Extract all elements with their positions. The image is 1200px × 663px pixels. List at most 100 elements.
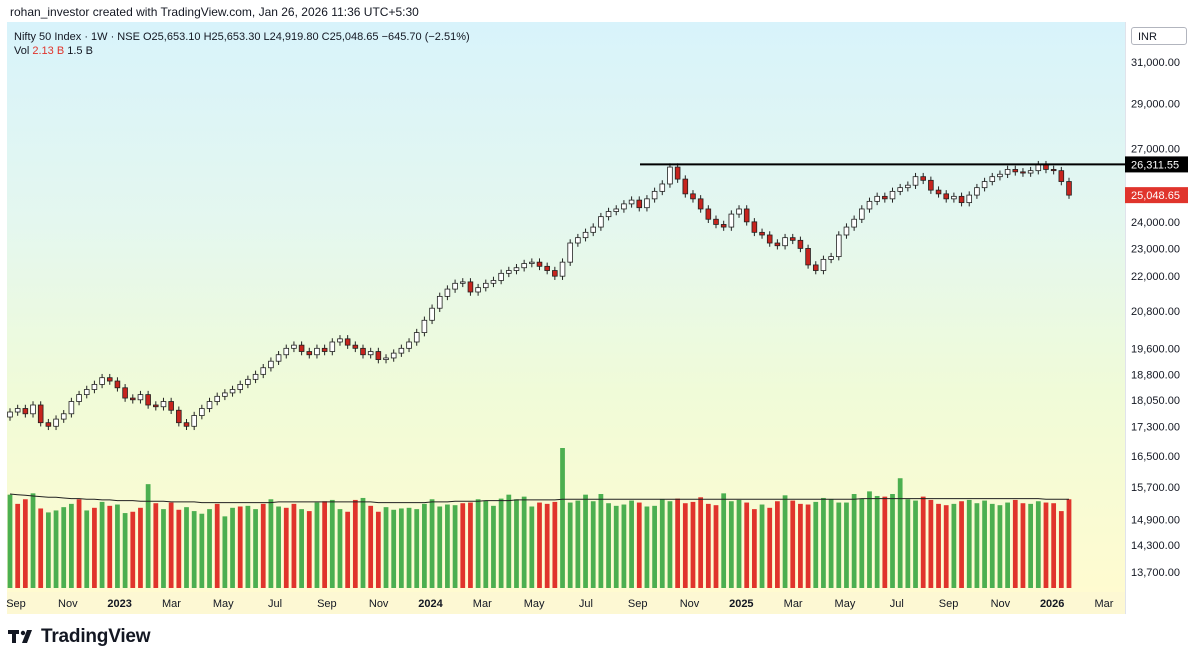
candle-up	[14, 408, 21, 413]
volume-bar	[798, 503, 803, 588]
candle-down	[183, 422, 190, 427]
volume-bar	[790, 500, 796, 588]
volume-bar	[391, 509, 397, 588]
volume-bar	[644, 506, 650, 588]
volume-bar	[7, 494, 13, 588]
volume-bar	[913, 500, 918, 588]
candle-up	[237, 384, 243, 390]
volume-bar	[214, 503, 220, 588]
volume-bar	[460, 503, 466, 588]
candle-up	[275, 354, 282, 362]
candle-up	[222, 392, 228, 397]
candle-up	[567, 242, 573, 263]
volume-bar	[30, 493, 36, 588]
volume-ma-line	[9, 493, 1069, 504]
volume-bar	[1066, 499, 1072, 588]
currency-button[interactable]: INR	[1131, 27, 1187, 45]
candle-up	[329, 341, 336, 352]
time-tick-label: May	[524, 598, 545, 610]
volume-bar	[675, 498, 681, 588]
candle-down	[943, 193, 949, 200]
volume-bar	[153, 503, 159, 588]
time-tick-label: Jul	[268, 598, 282, 610]
volume-bar	[636, 502, 642, 588]
candle-up	[160, 401, 167, 408]
candle-up	[444, 288, 451, 297]
candle-up	[559, 261, 566, 277]
candle-down	[114, 380, 121, 389]
volume-value: 2.13 B	[32, 45, 65, 57]
time-tick-label: 2023	[107, 598, 131, 610]
volume-bar	[268, 499, 274, 588]
volume-bar	[966, 499, 972, 588]
candle-down	[1058, 170, 1065, 182]
candle-up	[628, 199, 635, 205]
candle-down	[536, 261, 543, 267]
footer-brand: TradingView	[41, 626, 151, 647]
candle-up	[214, 395, 220, 402]
candle-up	[291, 344, 297, 349]
tradingview-logo-icon	[8, 630, 32, 643]
candle-down	[306, 351, 313, 356]
time-tick-label: 2025	[729, 598, 753, 610]
candle-down	[1012, 169, 1019, 173]
volume-bar	[115, 504, 120, 588]
price-tick-label: 23,000.00	[1131, 243, 1180, 255]
volume-bar	[329, 499, 335, 588]
volume-bar	[613, 505, 619, 588]
volume-bar	[360, 497, 366, 588]
chart-pane[interactable]	[7, 22, 1125, 592]
volume-label[interactable]: Vol	[14, 45, 30, 57]
price-tick-label: 18,050.00	[1131, 395, 1180, 407]
volume-bar	[491, 505, 496, 588]
candle-down	[321, 347, 328, 352]
time-tick-label: Sep	[317, 598, 337, 610]
candle-up	[199, 408, 205, 416]
candle-down	[37, 404, 44, 424]
volume-bar	[414, 509, 420, 588]
time-tick-label: Mar	[1095, 598, 1114, 610]
candle-up	[459, 281, 466, 284]
candle-down	[544, 265, 550, 271]
candle-down	[759, 231, 765, 236]
candle-up	[966, 194, 973, 204]
volume-bar	[168, 502, 174, 588]
volume-bar	[905, 499, 911, 588]
volume-bar	[314, 502, 320, 588]
volume-bar	[982, 500, 987, 588]
candle-up	[337, 338, 343, 343]
time-axis[interactable]	[7, 592, 1125, 614]
volume-bar	[759, 504, 765, 588]
price-tick-label: 13,700.00	[1131, 567, 1180, 579]
candle-up	[406, 341, 412, 349]
volume-bar	[652, 505, 657, 588]
price-axis[interactable]	[1125, 22, 1194, 614]
candle-up	[490, 280, 497, 284]
volume-bar	[767, 507, 773, 588]
volume-bar	[260, 503, 266, 588]
candle-up	[53, 418, 59, 427]
volume-bar	[22, 499, 28, 588]
symbol-name[interactable]: Nifty 50 Index · 1W · NSE	[14, 31, 140, 43]
candle-up	[506, 270, 512, 274]
footer-logo[interactable]: TradingView	[8, 626, 151, 648]
volume-bar	[943, 505, 949, 588]
time-tick-label: May	[213, 598, 234, 610]
volume-bar	[45, 512, 51, 588]
candle-up	[659, 183, 666, 192]
volume-bar	[237, 506, 243, 588]
candle-up	[99, 377, 105, 385]
volume-bar	[897, 478, 903, 588]
resistance-price-label: 26,311.55	[1131, 159, 1179, 171]
candle-down	[958, 195, 965, 204]
candle-down	[789, 237, 796, 241]
volume-bar	[690, 501, 696, 588]
last-price-label: 25,048.65	[1131, 190, 1180, 202]
volume-bar	[92, 507, 97, 588]
candle-down	[774, 242, 781, 247]
volume-bar	[951, 503, 957, 588]
candle-down	[122, 387, 128, 399]
volume-bar	[606, 503, 611, 588]
candle-up	[874, 195, 880, 202]
candle-down	[882, 195, 888, 200]
